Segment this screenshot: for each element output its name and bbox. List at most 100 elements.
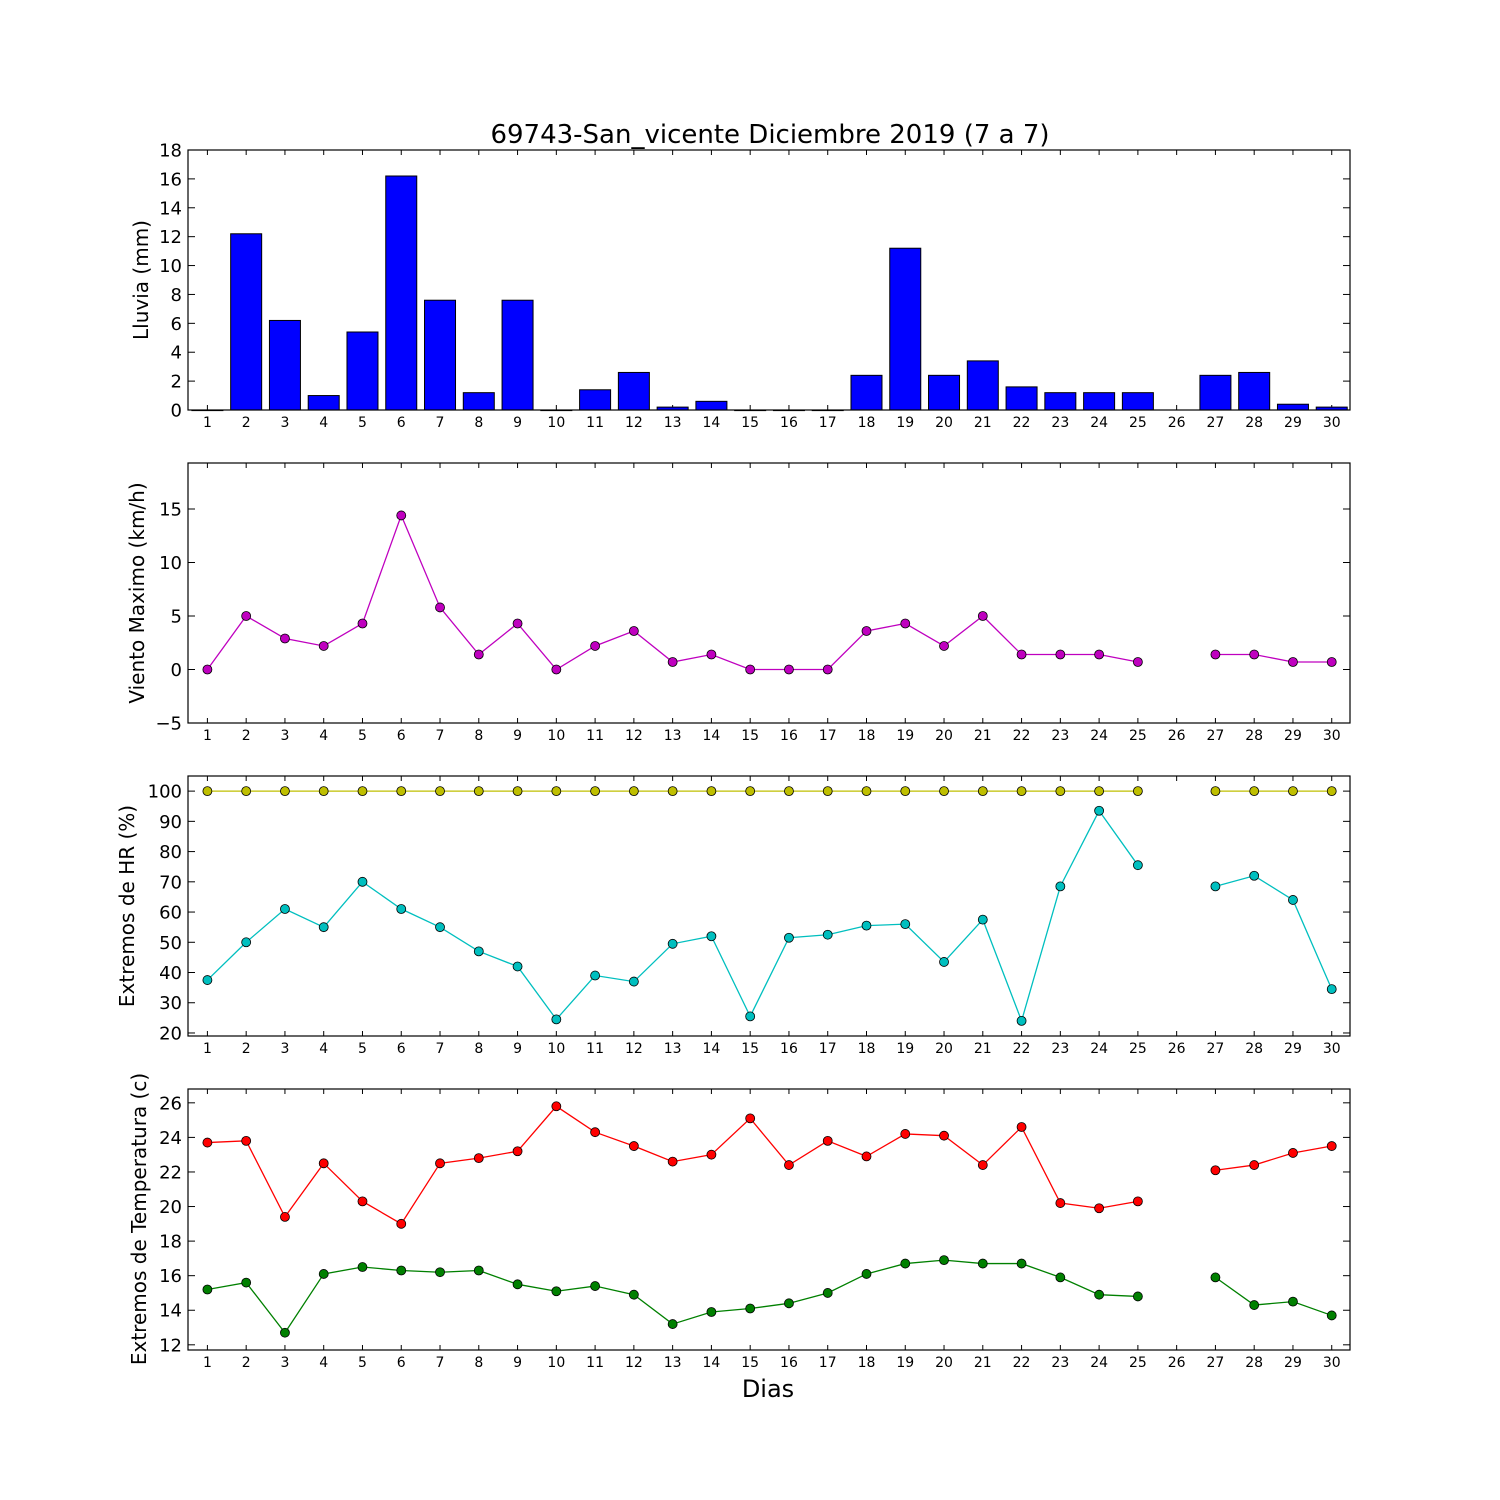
humidity-xtick-label: 21 xyxy=(974,1041,992,1057)
humidity-point xyxy=(822,786,833,797)
humidity-xtick-label: 23 xyxy=(1051,1041,1069,1057)
rain-xtick-label: 15 xyxy=(741,415,759,431)
humidity-point xyxy=(745,786,756,797)
wind-point xyxy=(1210,649,1221,660)
humidity-xtick-label: 29 xyxy=(1284,1041,1302,1057)
temperature-point xyxy=(473,1153,484,1164)
temperature-point xyxy=(357,1196,368,1207)
rain-bar xyxy=(1083,392,1116,411)
rain-xtick-label: 4 xyxy=(319,415,328,431)
rain-ytick-label: 14 xyxy=(159,198,182,219)
temperature-point xyxy=(473,1265,484,1276)
temperature-xtick-label: 6 xyxy=(397,1355,406,1371)
humidity-point xyxy=(1249,870,1260,881)
wind-point xyxy=(473,649,484,660)
rain-xtick-label: 26 xyxy=(1168,415,1186,431)
humidity-point xyxy=(667,938,678,949)
rain-xtick-label: 18 xyxy=(858,415,876,431)
temperature-point xyxy=(357,1262,368,1272)
rain-bar xyxy=(850,374,883,411)
temperature-point xyxy=(1055,1198,1066,1208)
temperature-point xyxy=(1132,1291,1143,1302)
wind-xtick-label: 1 xyxy=(203,728,212,744)
temperature-ytick-label: 14 xyxy=(159,1301,182,1322)
temperature-point xyxy=(1210,1272,1221,1283)
temperature-xtick-label: 26 xyxy=(1168,1355,1186,1371)
temperature-xtick-label: 27 xyxy=(1207,1355,1225,1371)
wind-xtick-label: 20 xyxy=(935,728,953,744)
temperature-ytick-label: 16 xyxy=(159,1266,182,1287)
rain-bar xyxy=(889,247,922,411)
temperature-point xyxy=(745,1113,756,1124)
humidity-xtick-label: 13 xyxy=(664,1041,682,1057)
humidity-point xyxy=(706,786,717,797)
temperature-point xyxy=(784,1160,794,1170)
humidity-xtick-label: 12 xyxy=(625,1041,643,1057)
rain-ytick-label: 6 xyxy=(171,314,182,335)
humidity-ytick-label: 30 xyxy=(159,993,182,1014)
humidity-xtick-label: 16 xyxy=(780,1041,798,1057)
wind-point xyxy=(512,618,523,629)
rain-xtick-label: 7 xyxy=(436,415,445,431)
rain-bar xyxy=(1238,371,1271,411)
wind-series-line xyxy=(206,513,1139,671)
humidity-xtick-label: 4 xyxy=(319,1041,328,1057)
wind-xtick-label: 10 xyxy=(547,728,565,744)
humidity-point xyxy=(396,904,407,914)
temperature-xtick-label: 23 xyxy=(1051,1355,1069,1371)
humidity-point xyxy=(551,1014,562,1025)
rain-xtick-label: 19 xyxy=(896,415,914,431)
temperature-point xyxy=(900,1129,911,1139)
wind-point xyxy=(396,510,407,521)
humidity-xtick-label: 11 xyxy=(586,1041,604,1057)
humidity-point xyxy=(241,786,252,797)
humidity-point xyxy=(1210,881,1221,892)
wind-point xyxy=(822,664,833,675)
temperature-point xyxy=(745,1303,756,1314)
humidity-series-line xyxy=(1215,875,1333,990)
humidity-point xyxy=(667,786,678,797)
rain-xtick-label: 25 xyxy=(1129,415,1147,431)
wind-point xyxy=(1016,649,1027,660)
temperature-point xyxy=(900,1258,911,1269)
temperature-point xyxy=(396,1265,407,1276)
temperature-ytick-label: 24 xyxy=(159,1128,182,1149)
wind-xtick-label: 16 xyxy=(780,728,798,744)
temperature-xtick-label: 25 xyxy=(1129,1355,1147,1371)
temperature-point xyxy=(822,1288,833,1298)
wind-point xyxy=(900,618,911,629)
wind-xtick-label: 26 xyxy=(1168,728,1186,744)
wind-point xyxy=(939,641,949,651)
temperature-point xyxy=(435,1158,445,1169)
rain-xtick-label: 11 xyxy=(586,415,604,431)
humidity-point xyxy=(628,976,639,987)
temperature-xtick-label: 18 xyxy=(858,1355,876,1371)
temperature-xtick-label: 24 xyxy=(1090,1355,1108,1371)
humidity-xtick-label: 6 xyxy=(397,1041,406,1057)
humidity-xtick-label: 5 xyxy=(358,1041,367,1057)
temperature-point xyxy=(977,1258,988,1269)
wind-xtick-label: 28 xyxy=(1245,728,1263,744)
humidity-point xyxy=(1132,786,1143,797)
wind-point xyxy=(435,602,445,613)
humidity-xtick-label: 1 xyxy=(203,1041,212,1057)
rain-xtick-label: 28 xyxy=(1245,415,1263,431)
humidity-point xyxy=(939,957,949,967)
humidity-xtick-label: 27 xyxy=(1207,1041,1225,1057)
rain-xtick-label: 30 xyxy=(1323,415,1341,431)
temperature-point xyxy=(1326,1310,1337,1321)
rain-ytick-label: 8 xyxy=(171,285,182,306)
wind-ytick-label: 5 xyxy=(171,607,182,628)
rain-bar xyxy=(1005,386,1038,411)
temperature-point xyxy=(1055,1272,1066,1283)
humidity-point xyxy=(357,786,368,797)
temperature-xtick-label: 5 xyxy=(358,1355,367,1371)
rain-xtick-label: 14 xyxy=(702,415,720,431)
wind-point xyxy=(202,664,213,675)
humidity-point xyxy=(202,975,213,985)
humidity-xtick-label: 24 xyxy=(1090,1041,1108,1057)
rain-bar xyxy=(501,299,534,411)
humidity-point xyxy=(435,922,445,933)
rain-bar xyxy=(928,374,961,411)
